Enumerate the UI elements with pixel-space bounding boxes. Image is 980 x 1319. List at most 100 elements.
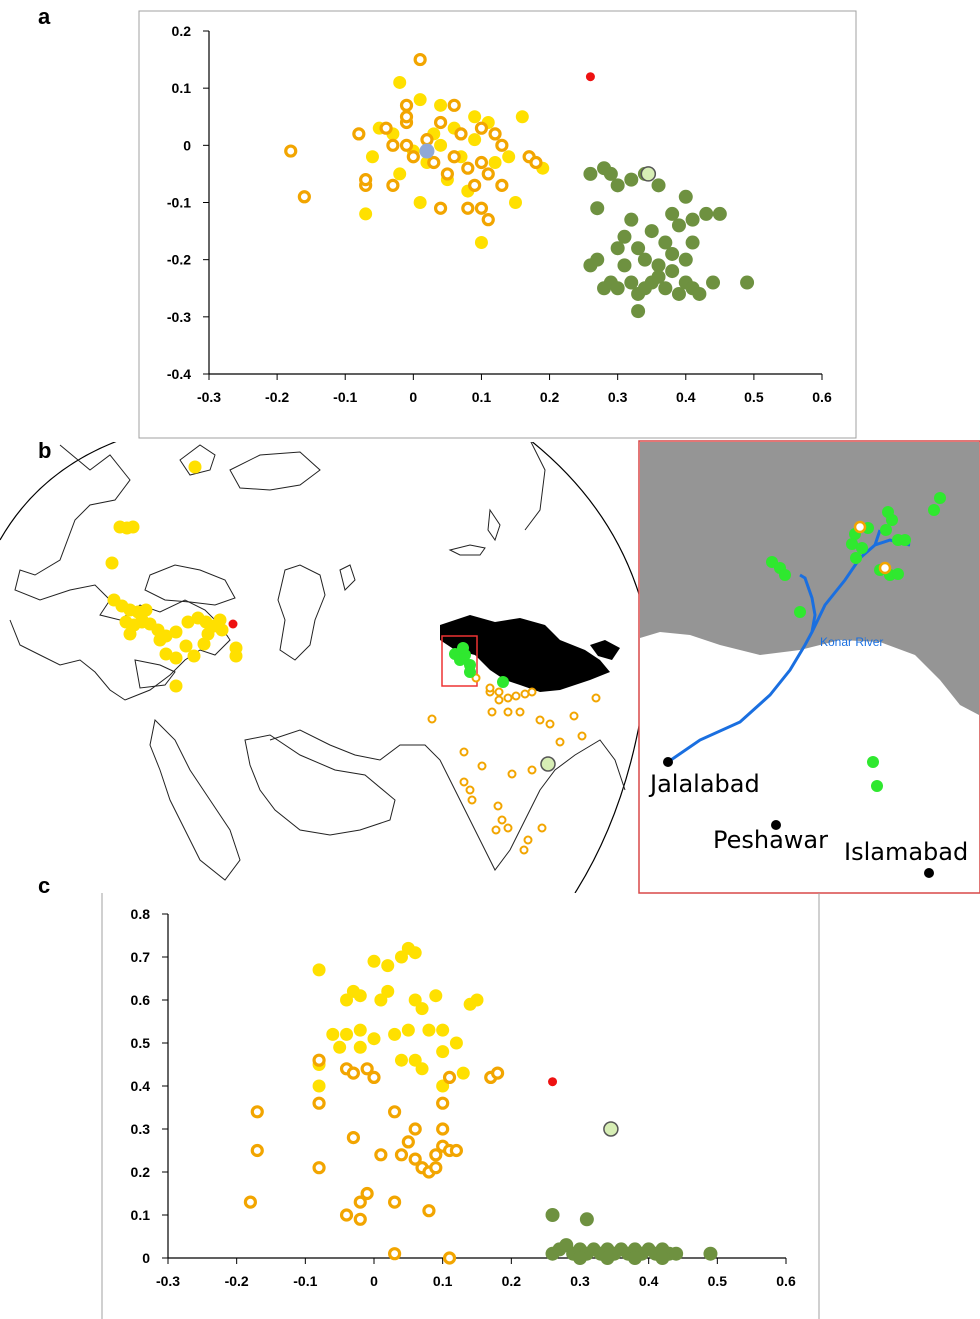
x-tick-label: 0.2 <box>502 1273 522 1289</box>
data-point-ring <box>353 1195 367 1209</box>
data-point-ring <box>359 173 373 187</box>
map-sample-ring <box>485 683 495 693</box>
data-point-green_dark <box>665 264 680 279</box>
data-point-ring <box>386 178 400 192</box>
data-point-green_dark <box>671 218 686 233</box>
data-point-ring <box>474 121 489 135</box>
x-tick-label: 0 <box>409 389 417 405</box>
y-tick-label: 0.8 <box>131 906 151 922</box>
data-point-green_dark <box>610 178 625 193</box>
data-point-ring <box>406 150 420 164</box>
map-sample-ring <box>527 765 537 775</box>
data-point-green_dark <box>658 235 673 250</box>
data-point-yellow <box>340 993 354 1007</box>
map-sample-ring <box>487 707 497 717</box>
city-dot-islamabad <box>924 868 934 878</box>
data-point-ring <box>440 167 454 181</box>
data-point-yellow <box>449 1036 463 1050</box>
map-panel-b: Konar River Jalalabad Peshawar Islamabad <box>0 440 980 894</box>
data-point-ring <box>408 1152 422 1166</box>
data-point-yellow <box>413 196 427 209</box>
data-point-green_dark <box>706 275 721 290</box>
data-point-green_dark <box>637 252 652 267</box>
map-sample-ring <box>591 693 601 703</box>
data-point-yellow <box>353 1040 367 1054</box>
data-point-yellow <box>312 1079 326 1093</box>
inset-mountain-area <box>640 442 979 715</box>
data-point-yellow <box>326 1027 340 1041</box>
data-point-green_dark <box>651 269 666 284</box>
data-point-yellow <box>434 138 448 152</box>
data-point-green_dark <box>624 172 639 187</box>
map-sample-ring <box>471 673 481 683</box>
data-point-ring <box>312 1096 326 1110</box>
data-point-green_dark <box>627 1251 642 1265</box>
data-point-ring <box>399 110 414 124</box>
data-point-green_dark <box>644 224 659 239</box>
data-point-yellow <box>393 167 407 181</box>
data-point-yellow <box>436 1023 450 1037</box>
map-sample-yellow <box>153 633 167 647</box>
inset-sample-green <box>850 552 862 564</box>
inset-sample-green <box>856 542 868 554</box>
map-sample-yellow <box>179 639 193 653</box>
data-point-ring <box>399 138 414 152</box>
panel-label-b: b <box>38 438 52 463</box>
y-tick-label: 0.6 <box>131 992 151 1008</box>
data-point-ring <box>422 1204 436 1218</box>
data-point-yellow <box>422 1023 436 1037</box>
data-point-green_dark <box>631 304 646 319</box>
data-point-yellow <box>394 950 408 964</box>
data-point-ring <box>243 1195 257 1209</box>
data-point-yellow <box>340 1027 354 1041</box>
data-point-ring <box>442 1070 457 1085</box>
data-point-red <box>548 1077 558 1087</box>
panel-label-c: c <box>38 873 51 898</box>
mountain-range <box>440 615 620 692</box>
data-point-ring <box>429 1148 443 1162</box>
data-point-yellow <box>488 155 502 169</box>
map-sample-pale <box>540 756 556 772</box>
x-tick-label: 0.5 <box>744 389 764 405</box>
data-point-yellow <box>474 236 488 250</box>
map-sample-yellow <box>135 613 149 627</box>
y-tick-label: -0.4 <box>167 366 191 382</box>
map-sample-ring <box>519 845 529 855</box>
data-point-yellow <box>353 1023 367 1037</box>
data-point-green_dark <box>665 206 680 221</box>
map-sample-ring <box>511 691 521 701</box>
inset-map: Konar River Jalalabad Peshawar Islamabad <box>638 440 980 894</box>
data-point-green_dark <box>624 212 639 227</box>
data-point-ring <box>491 1066 505 1080</box>
data-point-yellow <box>515 110 529 124</box>
map-sample-ring <box>465 785 475 795</box>
data-point-ring <box>339 1208 354 1222</box>
map-sample-yellow <box>169 679 183 693</box>
data-point-ring <box>360 1186 374 1201</box>
data-point-ring <box>367 1070 381 1085</box>
inset-sample-green <box>880 524 892 536</box>
map-sample-ring <box>507 769 517 779</box>
data-point-ring <box>436 1122 450 1136</box>
y-tick-label: 0 <box>142 1250 150 1266</box>
x-tick-label: 0.6 <box>812 389 832 405</box>
inset-sample-green <box>892 568 904 580</box>
map-sample-ring <box>493 801 503 811</box>
map-sample-ring <box>503 693 513 703</box>
y-tick-label: 0.4 <box>131 1078 151 1094</box>
inset-sample-green <box>928 504 940 516</box>
data-point-green_dark <box>678 252 693 267</box>
map-sample-ring <box>503 823 513 833</box>
inset-sample-green <box>779 569 791 581</box>
data-point-yellow <box>401 1023 415 1037</box>
map-sample-ring <box>515 707 525 717</box>
data-point-green_dark <box>617 258 632 273</box>
data-point-yellow <box>381 984 395 998</box>
map-sample-yellow <box>169 625 183 639</box>
data-point-green_dark <box>678 189 693 204</box>
data-point-ring <box>481 213 495 227</box>
y-tick-label: -0.2 <box>167 252 191 268</box>
data-point-green_dark <box>637 281 652 296</box>
scatter-chart-a: -0.3 -0.2 -0.1 0 0.1 0.2 0.3 0.4 0.5 0.6 0.2 0.1 0 -0… <box>138 10 857 439</box>
data-point-green_dark <box>685 235 700 250</box>
